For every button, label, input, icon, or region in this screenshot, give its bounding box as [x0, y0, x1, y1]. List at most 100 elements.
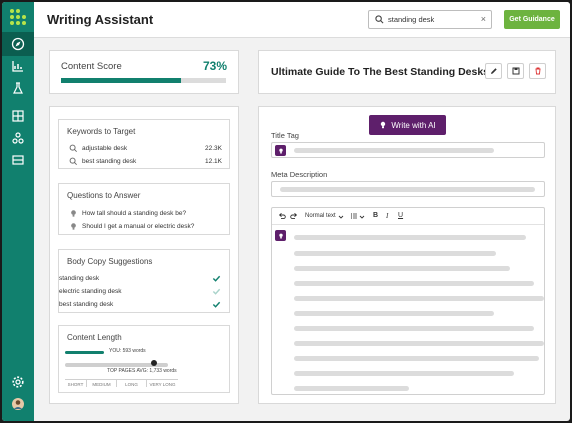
gear-icon[interactable] — [2, 370, 34, 394]
placeholder-line — [294, 356, 539, 361]
meta-description-field[interactable] — [271, 181, 545, 197]
lightbulb-icon — [381, 121, 386, 129]
floppy-icon — [512, 67, 519, 75]
chevron-down-icon — [359, 215, 365, 219]
top-bar: Writing Assistant × Get Guidance — [34, 2, 570, 38]
title-tag-label: Title Tag — [271, 131, 299, 140]
underline-button[interactable]: U — [398, 212, 404, 219]
title-tag-field[interactable] — [271, 142, 545, 158]
content-score-bar — [61, 78, 226, 83]
body-copy-title: Body Copy Suggestions — [67, 257, 153, 266]
bold-button[interactable]: B — [373, 212, 379, 219]
grid-icon[interactable] — [2, 104, 34, 128]
content-score-fill — [61, 78, 182, 83]
placeholder-line — [294, 311, 494, 316]
placeholder-line — [294, 251, 496, 256]
lightbulb-icon[interactable] — [275, 145, 286, 156]
placeholder-line — [294, 326, 534, 331]
search-input[interactable] — [388, 15, 478, 24]
your-length-bar — [65, 351, 104, 354]
search-icon — [69, 157, 77, 165]
edit-button[interactable] — [485, 63, 502, 79]
placeholder-line — [294, 341, 544, 346]
body-copy-term: standing desk — [59, 274, 100, 282]
body-editor[interactable]: Normal text B I U — [271, 207, 545, 395]
length-range-track — [65, 363, 168, 367]
text-style-select[interactable]: Normal text — [305, 213, 336, 219]
body-copy-row[interactable]: standing desk — [59, 272, 229, 284]
placeholder-line — [294, 266, 510, 271]
redo-icon[interactable] — [290, 212, 298, 220]
document-title: Ultimate Guide To The Best Standing Desk… — [271, 66, 490, 78]
connections-icon[interactable] — [2, 126, 34, 150]
placeholder-line — [294, 235, 526, 240]
placeholder-line — [294, 148, 494, 153]
undo-icon[interactable] — [278, 212, 286, 220]
sidebar-rail — [2, 2, 34, 421]
search-icon — [375, 15, 384, 24]
keyword-term: adjustable desk — [82, 144, 128, 152]
placeholder-line — [294, 386, 409, 391]
keyword-row[interactable]: best standing desk 12.1K — [59, 155, 229, 167]
length-scale: SHORT MEDIUM LONG VERY LONG — [65, 379, 178, 387]
check-icon — [212, 288, 221, 295]
body-copy-section: Body Copy Suggestions standing desk elec… — [58, 249, 230, 313]
write-with-ai-button[interactable]: Write with AI — [369, 115, 446, 135]
check-icon — [212, 301, 221, 308]
clear-search-icon[interactable]: × — [480, 14, 486, 24]
save-button[interactable] — [507, 63, 524, 79]
search-box[interactable]: × — [368, 10, 492, 29]
questions-title: Questions to Answer — [67, 191, 141, 200]
lightbulb-icon[interactable] — [275, 230, 286, 241]
chart-icon[interactable] — [2, 54, 34, 78]
question-text: How tall should a standing desk be? — [82, 209, 187, 217]
average-length-marker — [151, 360, 158, 366]
flask-icon[interactable] — [2, 76, 34, 100]
top-pages-average: TOP PAGES AVG: 1,733 words — [107, 368, 177, 374]
inbox-icon[interactable] — [2, 148, 34, 172]
keyword-row[interactable]: adjustable desk 22.3K — [59, 142, 229, 154]
scale-very-long: VERY LONG — [149, 382, 176, 387]
body-copy-term: best standing desk — [59, 300, 114, 308]
content-length-title: Content Length — [67, 333, 122, 342]
get-guidance-button[interactable]: Get Guidance — [504, 10, 560, 29]
body-copy-term: electric standing desk — [59, 287, 122, 295]
scale-short: SHORT — [65, 380, 87, 387]
app-title: Writing Assistant — [47, 12, 154, 27]
body-copy-row[interactable]: electric standing desk — [59, 285, 229, 297]
meta-description-label: Meta Description — [271, 170, 328, 179]
editor-panel: Write with AI Title Tag Meta Description… — [258, 106, 556, 404]
scale-medium: MEDIUM — [87, 380, 117, 387]
compass-icon[interactable] — [2, 32, 34, 56]
logo-icon — [10, 9, 26, 25]
questions-section: Questions to Answer How tall should a st… — [58, 183, 230, 235]
document-title-card: Ultimate Guide To The Best Standing Desk… — [258, 50, 556, 94]
list-icon[interactable] — [350, 212, 358, 220]
pencil-icon — [490, 68, 497, 74]
question-row[interactable]: How tall should a standing desk be? — [59, 207, 229, 219]
keyword-volume: 12.1K — [205, 157, 222, 165]
placeholder-line — [294, 371, 514, 376]
avatar[interactable] — [2, 392, 34, 416]
italic-button[interactable]: I — [386, 212, 389, 220]
trash-icon — [535, 67, 540, 75]
placeholder-line — [294, 281, 534, 286]
editor-toolbar: Normal text B I U — [272, 208, 544, 225]
placeholder-line — [294, 296, 544, 301]
guidance-panel: Keywords to Target adjustable desk 22.3K… — [49, 106, 239, 404]
question-row[interactable]: Should I get a manual or electric desk? — [59, 220, 229, 232]
lightbulb-icon — [71, 209, 76, 217]
write-with-ai-label: Write with AI — [391, 120, 436, 130]
question-text: Should I get a manual or electric desk? — [82, 222, 195, 230]
delete-button[interactable] — [529, 63, 546, 79]
content-score-value: 73% — [202, 59, 227, 73]
content-length-section: Content Length YOU: 593 words TOP PAGES … — [58, 325, 230, 393]
body-copy-row[interactable]: best standing desk — [59, 298, 229, 310]
keyword-volume: 22.3K — [205, 144, 222, 152]
your-word-count: YOU: 593 words — [109, 348, 146, 354]
lightbulb-icon — [71, 222, 76, 230]
content-score-card: Content Score 73% — [49, 50, 239, 94]
content-score-label: Content Score — [61, 61, 122, 72]
placeholder-line — [280, 187, 535, 192]
